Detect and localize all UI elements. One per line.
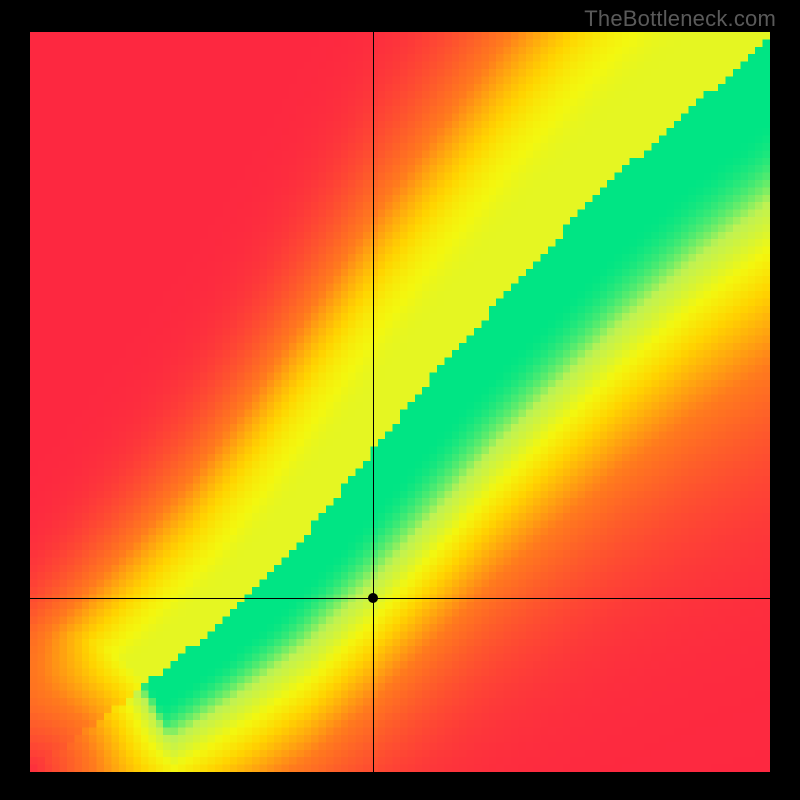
crosshair-vertical — [373, 32, 374, 772]
crosshair-horizontal — [30, 598, 770, 599]
plot-area — [30, 32, 770, 772]
heatmap-canvas — [30, 32, 770, 772]
crosshair-dot — [368, 593, 378, 603]
watermark-text: TheBottleneck.com — [584, 6, 776, 32]
